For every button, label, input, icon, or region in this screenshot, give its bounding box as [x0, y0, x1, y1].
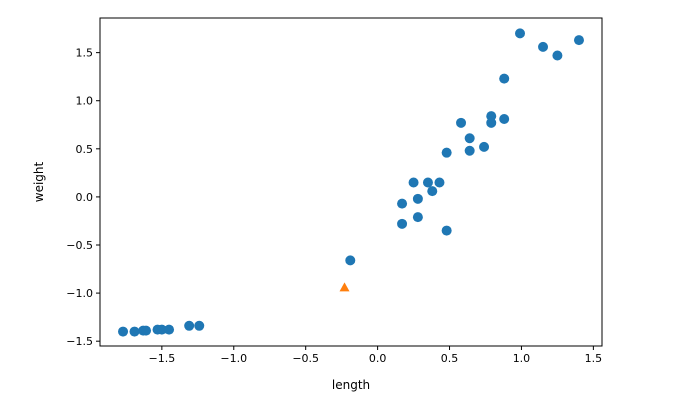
x-tick-label: 0.5 — [441, 352, 459, 365]
y-tick: −0.5 — [66, 239, 100, 252]
x-tick-label: 0.0 — [369, 352, 387, 365]
data-point — [164, 324, 175, 335]
y-tick: −1.0 — [66, 287, 100, 300]
data-point — [479, 141, 490, 152]
data-point — [427, 186, 438, 197]
data-point — [456, 117, 467, 128]
data-point — [156, 324, 167, 335]
y-tick: 1.5 — [76, 47, 100, 60]
data-point — [141, 325, 152, 336]
data-point — [499, 73, 510, 84]
data-point — [441, 225, 452, 236]
x-tick: −0.5 — [292, 346, 319, 365]
x-tick: −1.0 — [220, 346, 247, 365]
x-tick: 1.5 — [585, 346, 603, 365]
x-tick: −1.5 — [148, 346, 175, 365]
data-point — [397, 218, 408, 229]
x-tick-label: 1.0 — [513, 352, 531, 365]
y-axis: 1.5 1.0 0.5 0.0 −0.5 −1.0 −1.5 — [66, 47, 100, 348]
x-tick-label: 1.5 — [585, 352, 603, 365]
data-point — [552, 50, 563, 61]
data-point — [345, 255, 356, 266]
data-point — [486, 117, 497, 128]
y-tick-label: −0.5 — [66, 239, 93, 252]
x-tick: 1.0 — [513, 346, 531, 365]
data-point — [499, 113, 510, 124]
x-axis: −1.5 −1.0 −0.5 0.0 0.5 1.0 1.5 — [148, 346, 602, 365]
data-point-triangle — [339, 282, 350, 292]
y-tick: 1.0 — [76, 95, 100, 108]
y-tick-label: 1.5 — [76, 47, 94, 60]
data-point — [184, 320, 195, 331]
data-point — [464, 145, 475, 156]
data-point — [412, 212, 423, 223]
x-tick-label: −1.5 — [148, 352, 175, 365]
data-point — [422, 177, 433, 188]
data-point — [441, 147, 452, 158]
x-tick: 0.0 — [369, 346, 387, 365]
y-tick: 0.5 — [76, 143, 100, 156]
data-point — [129, 326, 140, 337]
y-tick-label: 0.5 — [76, 143, 94, 156]
x-tick-label: −1.0 — [220, 352, 247, 365]
data-point — [573, 35, 584, 46]
data-point — [538, 41, 549, 52]
plot-frame — [99, 17, 603, 347]
y-tick-label: −1.0 — [66, 287, 93, 300]
data-point — [397, 198, 408, 209]
y-tick: 0.0 — [76, 191, 100, 204]
data-point — [194, 320, 205, 331]
y-tick: −1.5 — [66, 335, 100, 348]
y-axis-label: weight — [32, 161, 46, 202]
plot-marks — [118, 28, 584, 337]
data-point — [408, 177, 419, 188]
x-tick-label: −0.5 — [292, 352, 319, 365]
x-tick: 0.5 — [441, 346, 459, 365]
data-point — [515, 28, 526, 39]
data-point — [118, 326, 129, 337]
y-tick-label: 1.0 — [76, 95, 94, 108]
y-tick-label: 0.0 — [76, 191, 94, 204]
data-point — [464, 133, 475, 144]
data-point — [412, 193, 423, 204]
y-tick-label: −1.5 — [66, 335, 93, 348]
x-axis-label: length — [332, 378, 370, 392]
data-point — [434, 177, 445, 188]
